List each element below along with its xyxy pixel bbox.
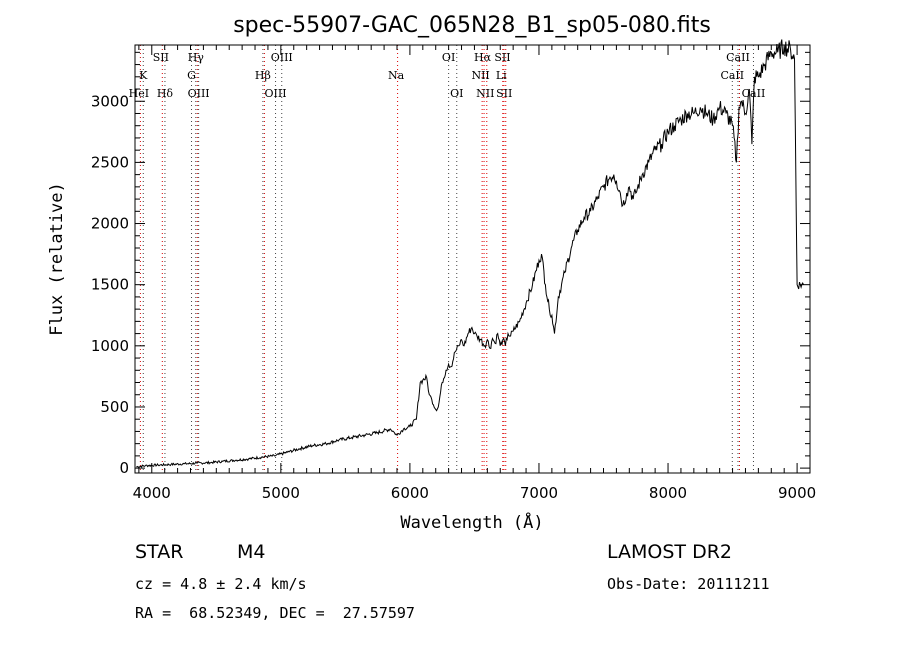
- plot-frame: [134, 44, 811, 474]
- line-label: Na: [388, 69, 405, 82]
- y-tick-label: 1000: [91, 337, 129, 355]
- line-label: CaII: [726, 51, 750, 64]
- x-tick-label: 8000: [649, 484, 687, 502]
- line-label: Hα: [474, 51, 492, 64]
- y-tick-label: 2500: [91, 153, 129, 171]
- spectrum-chart: 4000 5000 6000 7000 8000 9000 0 500 1000 1500 2000…: [47, 13, 816, 533]
- line-label: OIII: [271, 51, 293, 64]
- sky-coordinates: RA = 68.52349, DEC = 27.57597: [135, 604, 415, 622]
- line-label: G: [187, 69, 196, 82]
- line-label: NII: [476, 87, 494, 100]
- x-tick-label: 9000: [778, 484, 816, 502]
- line-label: Hδ: [157, 87, 174, 100]
- x-tick-label: 6000: [391, 484, 429, 502]
- object-subclass: M4: [237, 541, 266, 563]
- survey-name: LAMOST DR2: [607, 541, 732, 563]
- line-label: CaII: [742, 87, 766, 100]
- line-label: HeI: [129, 87, 149, 100]
- line-label: SII: [153, 51, 169, 64]
- line-label: K: [139, 69, 148, 82]
- y-tick-label: 3000: [91, 92, 129, 110]
- line-label: OIII: [188, 87, 210, 100]
- x-axis-label: Wavelength (Å): [400, 511, 543, 533]
- line-label: OIII: [265, 87, 287, 100]
- axis-ticks: 4000 5000 6000 7000 8000 9000 0 500 1000 1500 2000…: [91, 45, 816, 502]
- line-label: OI: [442, 51, 455, 64]
- chart-title: spec-55907-GAC_065N28_B1_sp05-080.fits: [233, 13, 711, 38]
- x-tick-label: 4000: [133, 484, 171, 502]
- x-tick-label: 7000: [520, 484, 558, 502]
- spectral-line-markers: [139, 45, 754, 473]
- y-tick-label: 1500: [91, 276, 129, 294]
- observation-date: Obs-Date: 20111211: [607, 575, 770, 593]
- y-tick-label: 0: [119, 459, 129, 477]
- line-label: Li: [496, 69, 507, 82]
- y-tick-label: 500: [100, 398, 129, 416]
- line-label: SII: [496, 87, 512, 100]
- line-label: CaII: [720, 69, 744, 82]
- line-label: SII: [494, 51, 510, 64]
- redshift-cz: cz = 4.8 ± 2.4 km/s: [135, 575, 307, 593]
- line-label: Hβ: [255, 69, 271, 82]
- line-label: Hγ: [188, 51, 205, 64]
- line-label: NII: [471, 69, 489, 82]
- spectrum-line: [136, 39, 804, 469]
- y-tick-label: 2000: [91, 215, 129, 233]
- y-axis-label: Flux (relative): [47, 182, 67, 336]
- line-label: OI: [450, 87, 463, 100]
- x-tick-label: 5000: [262, 484, 300, 502]
- object-class: STAR: [135, 541, 184, 563]
